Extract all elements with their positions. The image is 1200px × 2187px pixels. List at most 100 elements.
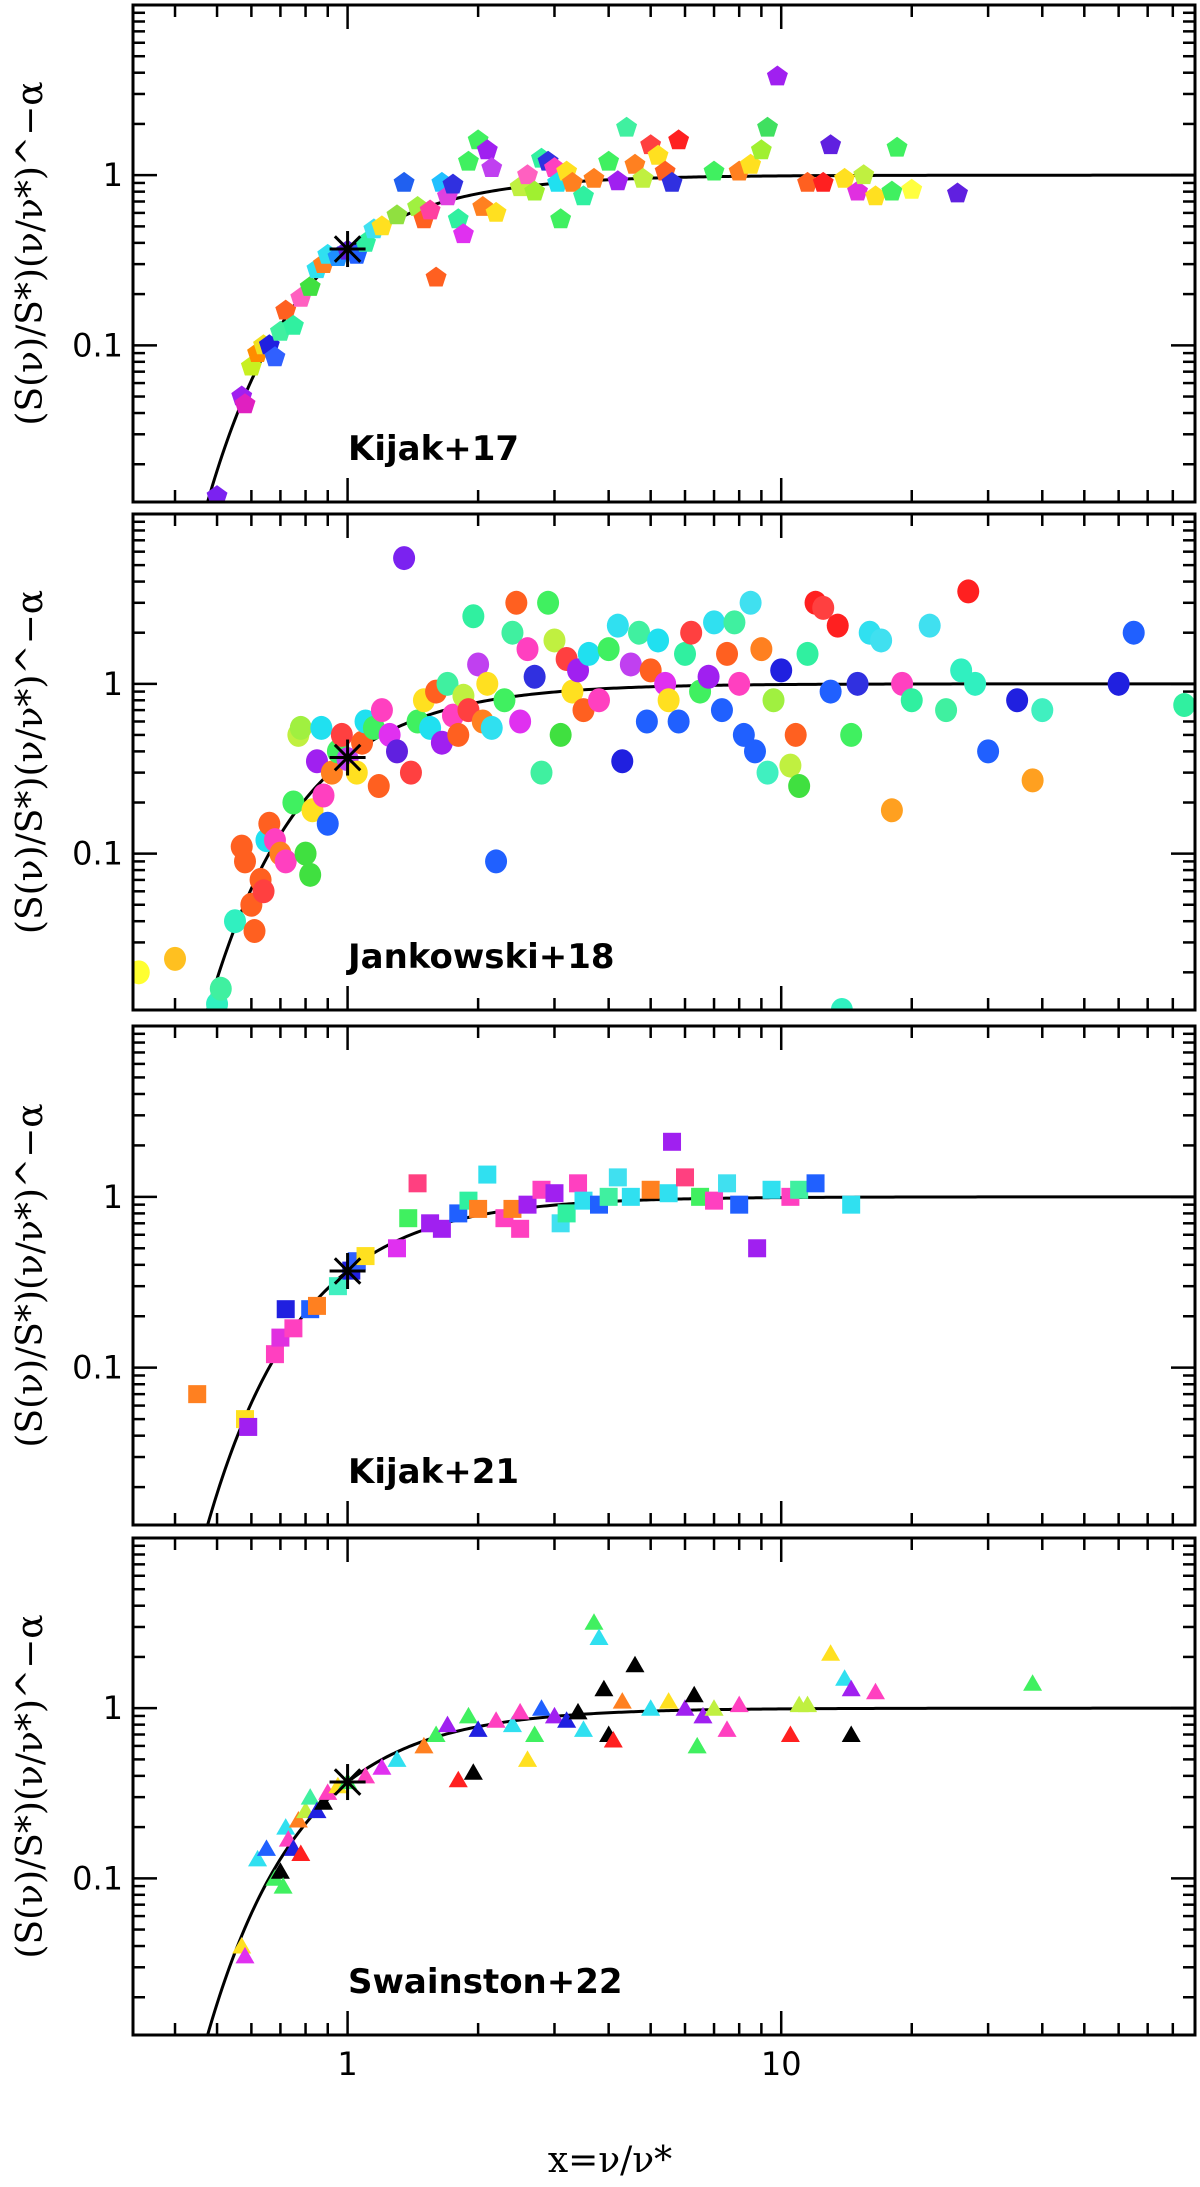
data-point	[635, 709, 658, 734]
data-point	[502, 1715, 522, 1733]
data-point	[468, 1720, 488, 1737]
data-point	[1006, 688, 1029, 713]
data-point	[276, 1300, 295, 1319]
data-point	[577, 641, 600, 666]
data-point	[607, 170, 629, 191]
data-point	[847, 180, 868, 201]
data-point	[243, 919, 266, 944]
data-point	[684, 1685, 704, 1703]
data-point	[223, 909, 246, 934]
data-point	[806, 1174, 825, 1193]
data-point	[756, 760, 779, 785]
data-point	[780, 1725, 800, 1742]
data-point	[478, 1165, 497, 1184]
data-point	[835, 1669, 855, 1686]
data-point	[561, 679, 584, 704]
data-area	[206, 65, 1195, 502]
data-point	[819, 679, 842, 704]
data-point	[846, 671, 869, 696]
data-point	[687, 1736, 707, 1754]
y-tick-label: 0.1	[72, 1859, 123, 1897]
data-point	[821, 1644, 841, 1661]
data-point	[458, 150, 479, 171]
data-point	[675, 1699, 695, 1716]
data-point	[641, 1180, 660, 1199]
data-point	[697, 664, 720, 689]
data-point	[532, 1699, 551, 1716]
data-point	[574, 1191, 593, 1210]
data-point	[545, 1184, 564, 1203]
data-point	[265, 1345, 284, 1364]
data-point	[918, 613, 941, 638]
data-point	[798, 1695, 818, 1713]
data-point	[518, 1195, 537, 1214]
data-point	[880, 798, 903, 823]
data-point	[328, 1277, 347, 1296]
data-point	[367, 774, 390, 799]
data-point	[408, 1174, 427, 1193]
data-point	[448, 1770, 468, 1788]
data-point	[757, 116, 778, 137]
data-point	[639, 658, 662, 683]
data-point	[399, 1209, 418, 1228]
data-point	[562, 171, 583, 192]
y-tick-label: 1	[103, 1178, 123, 1216]
data-point	[299, 276, 321, 296]
data-point	[1023, 1674, 1043, 1691]
data-point	[619, 652, 642, 677]
data-point	[252, 879, 275, 904]
data-point	[284, 1319, 303, 1338]
data-point	[624, 153, 646, 174]
data-point	[628, 620, 651, 645]
data-point	[188, 1385, 207, 1404]
data-point	[356, 1247, 375, 1266]
data-point	[797, 171, 818, 192]
data-point	[632, 167, 654, 188]
data-point	[886, 136, 908, 157]
data-point	[704, 1699, 724, 1716]
y-tick-label: 1	[103, 665, 123, 703]
data-point	[568, 1702, 588, 1720]
data-point	[723, 610, 746, 635]
data-point	[717, 1720, 737, 1737]
data-point	[842, 1195, 861, 1214]
data-point	[248, 1849, 268, 1867]
data-point	[425, 266, 447, 287]
data-point	[661, 171, 683, 192]
data-point	[463, 1763, 483, 1780]
data-point	[234, 393, 256, 414]
panel-2: 0.1 1 (S(ν)/S*)(ν/ν*)^−α Kijak+21	[10, 1024, 1197, 1527]
data-area	[188, 1132, 1195, 1525]
data-point	[866, 1682, 885, 1700]
data-point	[370, 698, 393, 723]
data-point	[481, 157, 503, 177]
panel-label: Kijak+17	[348, 429, 519, 469]
y-axis-title: (S(ν)/S*)(ν/ν*)^−α	[10, 1103, 51, 1447]
data-point	[812, 171, 834, 192]
data-point	[674, 641, 697, 666]
data-point	[693, 1706, 713, 1724]
data-point	[294, 841, 317, 866]
data-point	[436, 671, 459, 696]
data-point	[517, 164, 538, 185]
data-point	[710, 698, 733, 723]
data-point	[1031, 698, 1054, 723]
data-point	[442, 173, 464, 194]
y-axis-title: (S(ν)/S*)(ν/ν*)^−α	[10, 590, 51, 934]
data-point	[957, 579, 980, 604]
data-point	[770, 658, 793, 683]
data-point	[587, 688, 610, 713]
data-point	[716, 641, 739, 666]
data-point	[1107, 671, 1130, 696]
x-axis-title: x=ν/ν*	[548, 2140, 672, 2181]
data-point	[743, 739, 766, 764]
data-point	[703, 160, 725, 181]
data-point	[748, 1239, 767, 1258]
data-point	[718, 1174, 737, 1193]
data-point	[209, 976, 232, 1001]
data-point	[853, 164, 875, 185]
reference-star-icon	[329, 231, 366, 268]
data-point	[616, 116, 638, 137]
data-point	[239, 1417, 258, 1436]
data-area	[133, 546, 1195, 1010]
